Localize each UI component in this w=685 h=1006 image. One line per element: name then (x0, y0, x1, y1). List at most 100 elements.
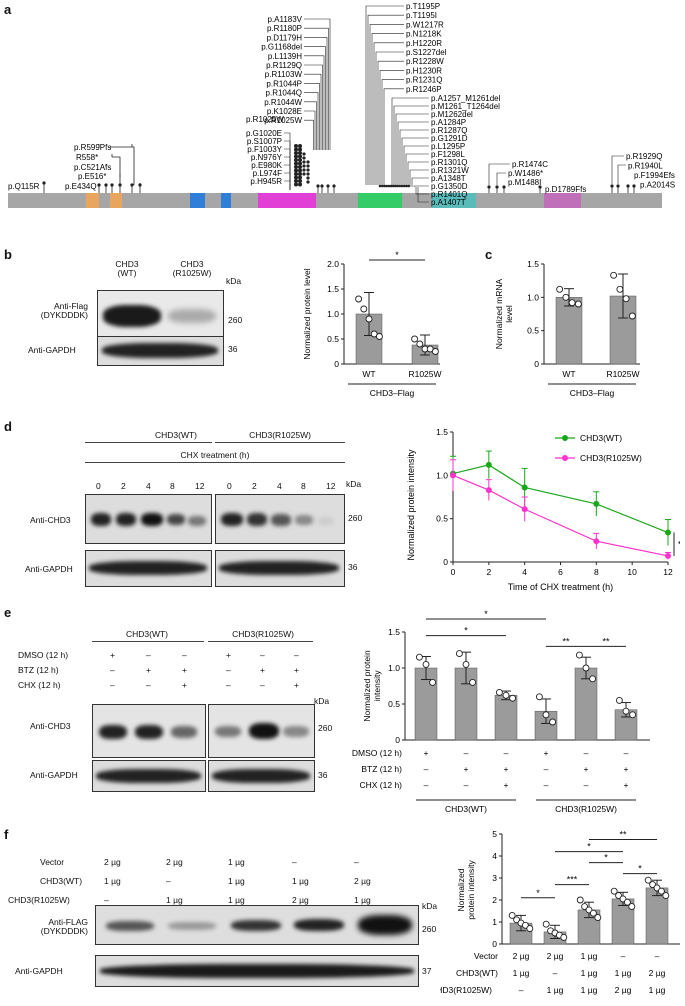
data-point (521, 506, 528, 513)
lollipop (302, 168, 306, 172)
data-point (375, 333, 383, 340)
treatment-sign: + (294, 665, 299, 675)
mutation-label: p.M1262del (431, 110, 473, 119)
transfection-amount: 1 µg (615, 968, 632, 978)
treatment-sign: + (544, 748, 549, 758)
lollipop (320, 184, 324, 188)
blot-b-antibody-label: Anti-Flag (DYKDDDK) (40, 301, 88, 320)
chx-line (85, 462, 345, 463)
connector (399, 129, 429, 187)
protein-domain-map: PHDChromoHelicase ATP-bindingHelicase C … (8, 2, 675, 208)
mutation-label: p.G1020E (246, 129, 282, 138)
band-gapdh (102, 343, 218, 358)
series-line (452, 474, 669, 557)
treatment-sign: – (584, 780, 589, 790)
transfection-amount: 1 µg (228, 876, 245, 886)
treatment-sign: + (146, 665, 151, 675)
transfection-amount: 1 µg (354, 895, 371, 905)
band (358, 915, 412, 935)
data-point (594, 914, 602, 922)
lollipop (405, 184, 408, 188)
data-point (568, 299, 576, 307)
lollipop (294, 161, 298, 166)
blot-f-flag-label: Anti-FLAG (DYKDDDK) (40, 917, 88, 936)
group-label: CHD3(WT) (445, 804, 487, 814)
lollipop (298, 168, 302, 173)
lollipop (104, 183, 108, 187)
group-wt-label: CHD3(WT) (154, 430, 198, 440)
lollipop (294, 168, 298, 173)
lollipop (302, 164, 306, 168)
transfection-amount: 1 µg (547, 985, 564, 995)
lollipop (298, 147, 302, 152)
band (318, 517, 334, 525)
mutation-label: p.R1401Q (431, 190, 467, 199)
connector (304, 27, 329, 150)
kda-36: 36 (228, 344, 238, 354)
connector (496, 172, 506, 185)
lollipop (306, 180, 310, 184)
treatment-sign: + (182, 665, 187, 675)
time-label: 4 (146, 481, 151, 491)
connector (417, 187, 429, 203)
lollipop (298, 182, 302, 187)
treatment-row-label: CHX (12 h) (359, 780, 402, 790)
treatment-sign: – (226, 665, 231, 675)
transfection-amount: 2 µg (166, 857, 183, 867)
mutation-label: p.G1168del (261, 43, 302, 52)
y-tick-label: 0.5 (327, 334, 339, 344)
time-label: 2 (121, 481, 126, 491)
band (141, 513, 163, 526)
transfection-amount: 1 µg (104, 876, 121, 886)
blot-e-wt (92, 704, 206, 758)
band (89, 561, 207, 575)
transfection-amount: – (655, 951, 660, 961)
data-point (521, 484, 528, 491)
lollipop (298, 158, 302, 162)
mutation-label: p.R1025W (264, 116, 302, 125)
treatment-sign: – (464, 780, 469, 790)
blot-e-mut (208, 704, 315, 758)
mutation-label: p.E434Q (65, 182, 97, 191)
transfection-amount: – (104, 895, 109, 905)
treatment-sign: – (110, 680, 115, 690)
lollipop (502, 185, 506, 189)
lollipop (396, 184, 399, 188)
connector (304, 64, 323, 150)
lollipop (610, 184, 614, 188)
mutation-label: p.R1129Q (266, 61, 302, 70)
band (215, 726, 241, 737)
lollipop (302, 160, 306, 164)
lollipop (394, 184, 397, 188)
connector (391, 97, 429, 187)
time-label: 8 (301, 481, 306, 491)
mutation-label: p.R1180P (267, 24, 302, 33)
treatment-sign: – (146, 650, 151, 660)
mutation-label: p.E516* (78, 172, 106, 181)
blot-d-gapdh-wt (85, 550, 212, 587)
lollipop (130, 183, 134, 187)
transfection-amount: – (621, 951, 626, 961)
transfection-amount: 1 µg (292, 876, 309, 886)
treatment-row-label: CHX (12 h) (18, 680, 61, 690)
band (221, 513, 243, 526)
data-point (535, 693, 543, 701)
legend-marker (562, 435, 568, 441)
data-point (422, 660, 430, 668)
connector (304, 119, 314, 150)
lollipop (138, 183, 142, 187)
mutation-label: p.R1231Q (406, 76, 442, 85)
blot-d-mut (215, 494, 345, 544)
transfection-amount: 1 µg (513, 968, 530, 978)
lollipop (97, 183, 101, 187)
band (188, 516, 206, 526)
treatment-sign: + (424, 748, 429, 758)
data-point (622, 295, 630, 303)
time-label: 0 (227, 481, 232, 491)
e-group-mut: CHD3(R1025W) (232, 629, 294, 639)
e-group-mut-line (208, 641, 313, 642)
connector (409, 169, 429, 187)
mutation-label: p.R1103W (265, 70, 303, 79)
mutation-label: p.R1301Q (431, 158, 467, 167)
x-tick-label: WT (562, 369, 575, 379)
